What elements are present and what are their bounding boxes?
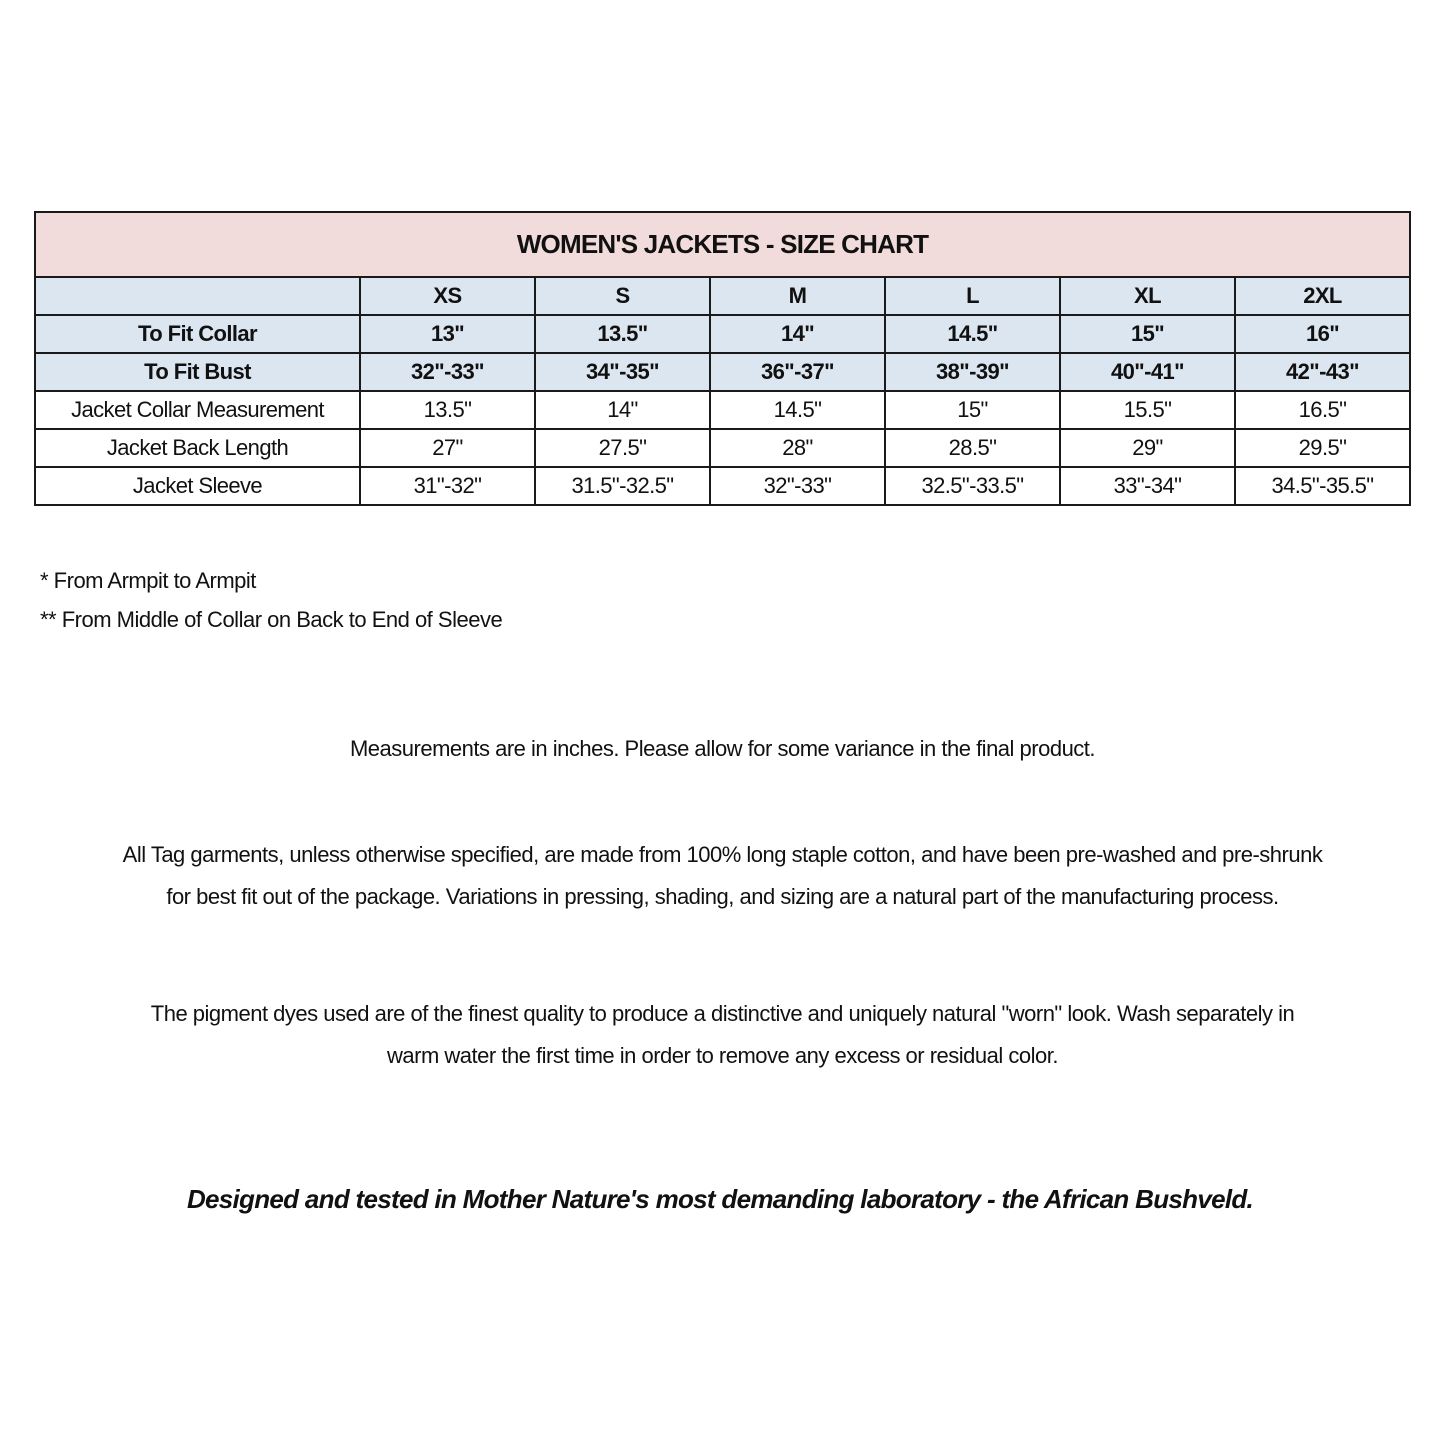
- table-cell: 40"-41": [1059, 352, 1236, 392]
- table-cell: 32.5"-33.5": [884, 466, 1061, 506]
- size-header: 2XL: [1234, 276, 1411, 316]
- paragraph-line: All Tag garments, unless otherwise speci…: [122, 842, 1323, 867]
- row-label: To Fit Collar: [34, 314, 361, 354]
- table-cell: 34"-35": [534, 352, 711, 392]
- row-label: Jacket Back Length: [34, 428, 361, 468]
- table-cell: 33"-34": [1059, 466, 1236, 506]
- table-cell: 27.5": [534, 428, 711, 468]
- size-header: XL: [1059, 276, 1236, 316]
- table-row: Jacket Collar Measurement 13.5" 14" 14.5" 15…: [34, 390, 1411, 430]
- table-cell: 31"-32": [359, 466, 536, 506]
- dye-note: The pigment dyes used are of the finest …: [0, 993, 1445, 1077]
- row-label: Jacket Collar Measurement: [34, 390, 361, 430]
- paragraph-line: Measurements are in inches. Please allow…: [349, 736, 1096, 761]
- paragraph-line: The pigment dyes used are of the finest …: [150, 1001, 1295, 1026]
- table-cell: 32"-33": [359, 352, 536, 392]
- table-cell: 15.5": [1059, 390, 1236, 430]
- paragraph-line: warm water the first time in order to re…: [387, 1043, 1058, 1068]
- table-cell: 27": [359, 428, 536, 468]
- measurement-note: Measurements are in inches. Please allow…: [0, 728, 1445, 770]
- footnote-sleeve: ** From Middle of Collar on Back to End …: [40, 607, 503, 632]
- table-cell: 15": [1059, 314, 1236, 354]
- table-cell: 29": [1059, 428, 1236, 468]
- paragraph-line: for best fit out of the package. Variati…: [166, 884, 1279, 909]
- table-cell: 15": [884, 390, 1061, 430]
- table-row: Jacket Sleeve 31"-32" 31.5"-32.5" 32"-33" 32…: [34, 466, 1411, 506]
- table-cell: 28": [709, 428, 886, 468]
- table-cell: 38"-39": [884, 352, 1061, 392]
- table-cell: 14.5": [884, 314, 1061, 354]
- size-chart-table: WOMEN'S JACKETS - SIZE CHART XS S M L XL…: [34, 211, 1411, 506]
- row-label: Jacket Sleeve: [34, 466, 361, 506]
- table-cell: 32"-33": [709, 466, 886, 506]
- table-cell: 13": [359, 314, 536, 354]
- table-cell: 16": [1234, 314, 1411, 354]
- table-row: To Fit Bust 32"-33" 34"-35" 36"-37" 38"-39" 4…: [34, 352, 1411, 392]
- table-row: Jacket Back Length 27" 27.5" 28" 28.5" 29" 29.…: [34, 428, 1411, 468]
- table-cell: 14": [709, 314, 886, 354]
- table-cell: 13.5": [359, 390, 536, 430]
- table-title: WOMEN'S JACKETS - SIZE CHART: [34, 211, 1411, 278]
- table-row: To Fit Collar 13" 13.5" 14" 14.5" 15" 16": [34, 314, 1411, 354]
- table-cell: 42"-43": [1234, 352, 1411, 392]
- footnote-armpit: * From Armpit to Armpit: [40, 568, 256, 593]
- table-cell: 31.5"-32.5": [534, 466, 711, 506]
- size-header-row: XS S M L XL 2XL: [34, 276, 1411, 316]
- size-header: S: [534, 276, 711, 316]
- table-cell: 14.5": [709, 390, 886, 430]
- size-header: XS: [359, 276, 536, 316]
- row-label: To Fit Bust: [34, 352, 361, 392]
- table-cell: 29.5": [1234, 428, 1411, 468]
- table-cell: 16.5": [1234, 390, 1411, 430]
- table-cell: 14": [534, 390, 711, 430]
- table-cell: 13.5": [534, 314, 711, 354]
- tagline: Designed and tested in Mother Nature's m…: [186, 1184, 1254, 1214]
- size-header: M: [709, 276, 886, 316]
- cotton-note: All Tag garments, unless otherwise speci…: [0, 834, 1445, 918]
- table-cell: 36"-37": [709, 352, 886, 392]
- table-cell: 34.5"-35.5": [1234, 466, 1411, 506]
- size-header: L: [884, 276, 1061, 316]
- table-cell: 28.5": [884, 428, 1061, 468]
- header-blank: [34, 276, 361, 316]
